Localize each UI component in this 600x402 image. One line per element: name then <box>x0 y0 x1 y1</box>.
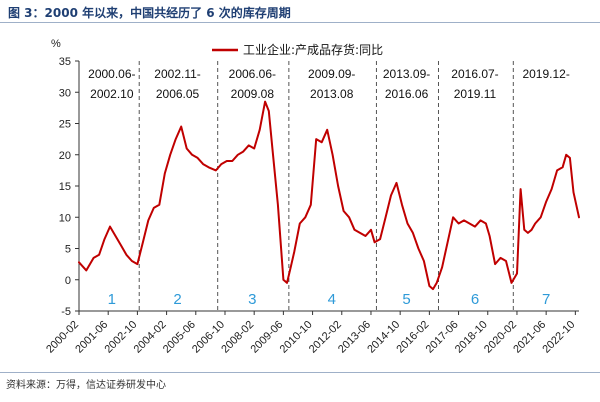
cycle-label-start: 2016.07- <box>451 67 498 81</box>
chart-legend: 工业企业:产成品存货:同比 <box>212 42 383 57</box>
cycle-label-start: 2009.09- <box>308 67 355 81</box>
y-axis-unit: % <box>51 38 61 50</box>
y-tick-label: 0 <box>65 275 71 287</box>
cycle-number: 5 <box>402 291 410 308</box>
x-tick-label: 2022-10 <box>540 319 577 356</box>
cycle-number: 2 <box>173 291 181 308</box>
cycle-number: 7 <box>542 291 550 308</box>
title-rule <box>0 22 600 23</box>
cycle-label-start: 2002.11- <box>154 67 200 81</box>
y-tick-label: 20 <box>59 150 71 162</box>
y-tick-label: 10 <box>59 212 71 224</box>
cycle-label-end: 2006.05 <box>156 87 200 101</box>
cycle-label-start: 2013.09- <box>383 67 430 81</box>
series-lines <box>78 100 580 291</box>
cycle-label-end: 2002.10 <box>90 87 134 101</box>
y-tick-label: 30 <box>59 87 71 99</box>
source-note: 资料来源：万得，信达证券研发中心 <box>6 380 166 391</box>
cycle-label-start: 2000.06- <box>88 67 135 81</box>
figure-title: 图 3：2000 年以来，中国共经历了 6 次的库存周期 <box>8 6 291 20</box>
cycle-label-end: 2013.08 <box>310 87 354 101</box>
cycle-label-end: 2019.11 <box>454 87 497 101</box>
y-tick-label: -5 <box>61 306 71 318</box>
cycle-number: 4 <box>328 291 336 308</box>
y-tick-label: 15 <box>59 181 71 193</box>
cycle-label-end: 2016.06 <box>385 87 429 101</box>
cycle-period-labels: 2000.06- 2002.10 1 2002.11- 2006.05 2 2006.06-… <box>88 67 570 308</box>
series-line-inventory-yoy <box>78 100 580 291</box>
cycle-number: 3 <box>248 291 256 308</box>
cycle-label-end: 2009.08 <box>231 87 275 101</box>
y-tick-label: 35 <box>59 56 71 68</box>
cycle-number: 6 <box>471 291 479 308</box>
cycle-label-start: 2019.12- <box>522 67 569 81</box>
y-tick-label: 25 <box>59 119 71 131</box>
cycle-label-start: 2006.06- <box>229 67 276 81</box>
y-tick-label: 5 <box>65 244 71 256</box>
legend-label: 工业企业:产成品存货:同比 <box>243 42 383 57</box>
cycle-number: 1 <box>108 291 116 308</box>
footer-rule <box>0 372 600 373</box>
